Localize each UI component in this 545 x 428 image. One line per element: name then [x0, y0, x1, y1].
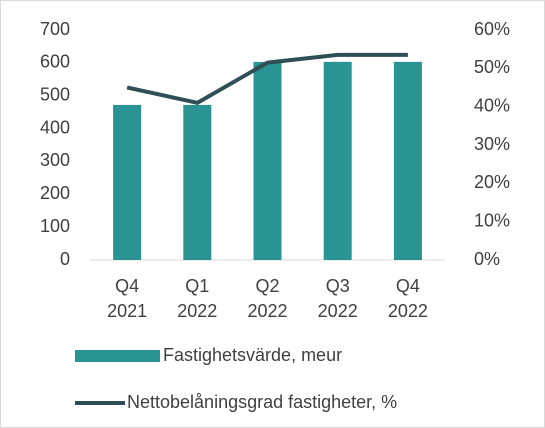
x-tick-label: 2022 [318, 301, 358, 321]
y2-tick-label: 20% [474, 172, 510, 192]
x-tick-label: 2022 [247, 301, 287, 321]
y2-tick-label: 60% [474, 19, 510, 39]
y-tick-label: 700 [40, 19, 70, 39]
y2-tick-label: 40% [474, 95, 510, 115]
y2-tick-label: 50% [474, 57, 510, 77]
x-tick-label: Q2 [255, 276, 279, 296]
y-tick-label: 500 [40, 84, 70, 104]
x-tick-label: Q1 [185, 276, 209, 296]
x-tick-label: Q3 [326, 276, 350, 296]
legend-label: Nettobelåningsgrad fastigheter, % [127, 392, 397, 412]
y2-tick-label: 30% [474, 134, 510, 154]
x-tick-label: 2021 [107, 301, 147, 321]
bar [323, 61, 352, 260]
bar [253, 61, 282, 260]
legend-label: Fastighetsvärde, meur [163, 345, 342, 365]
x-tick-label: Q4 [115, 276, 139, 296]
y2-tick-label: 10% [474, 210, 510, 230]
y2-tick-label: 0% [474, 249, 500, 269]
bar [393, 61, 422, 260]
bar [183, 104, 212, 261]
x-tick-label: 2022 [388, 301, 428, 321]
line [126, 52, 408, 105]
y-tick-label: 400 [40, 117, 70, 137]
y-tick-label: 300 [40, 150, 70, 170]
y-tick-label: 200 [40, 183, 70, 203]
y-tick-label: 600 [40, 52, 70, 72]
x-tick-label: 2022 [177, 301, 217, 321]
y-tick-label: 100 [40, 216, 70, 236]
x-tick-label: Q4 [396, 276, 420, 296]
legend-swatch [75, 350, 160, 362]
y-tick-label: 0 [60, 249, 70, 269]
bar [113, 104, 142, 261]
